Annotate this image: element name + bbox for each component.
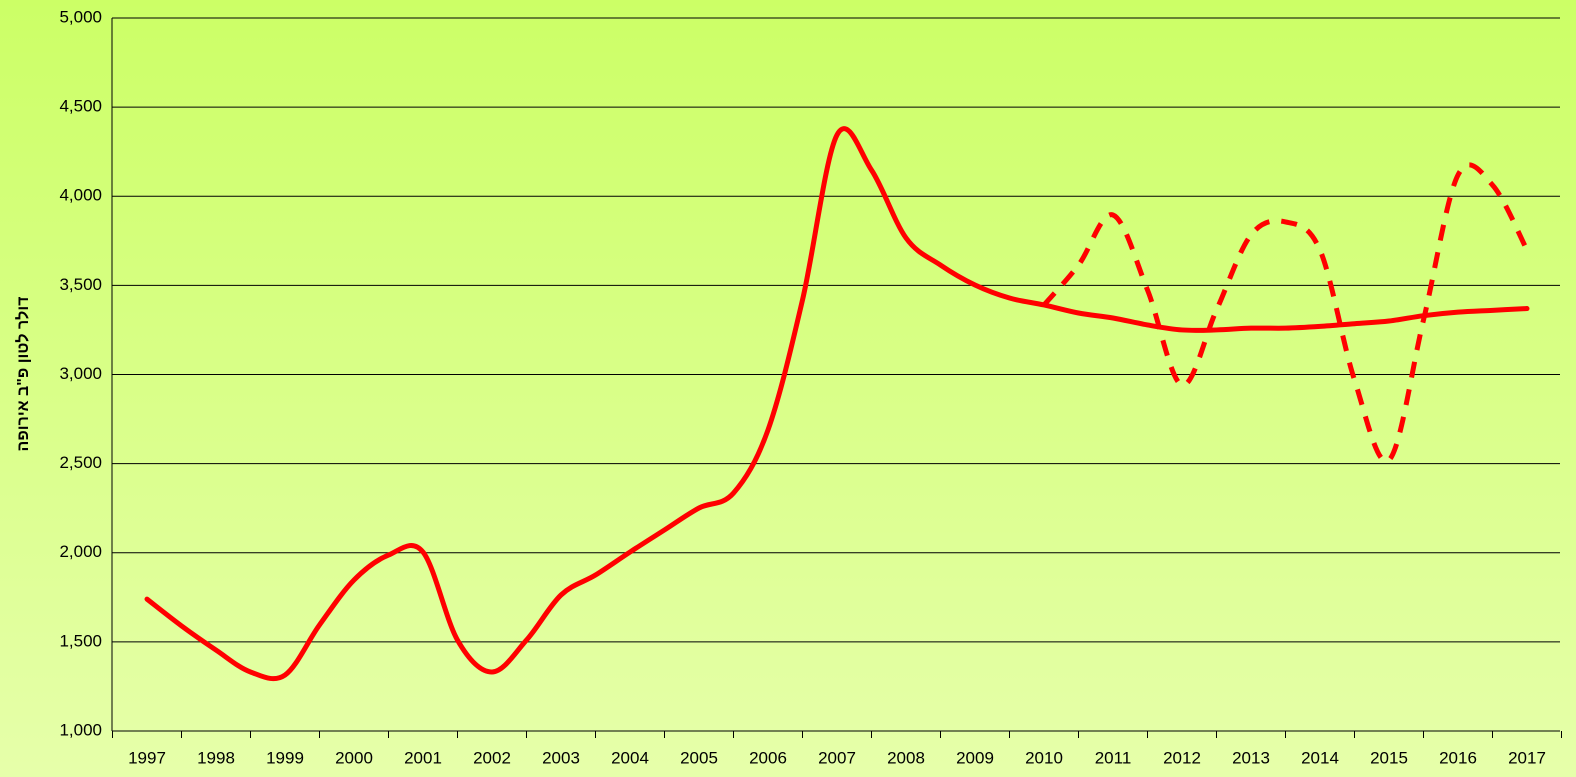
x-tick-label: 2014 <box>1301 748 1339 767</box>
x-tick-label: 1997 <box>128 748 166 767</box>
x-tick-label: 2001 <box>404 748 442 767</box>
x-tick-label: 2002 <box>473 748 511 767</box>
x-tick-label: 2011 <box>1095 748 1132 767</box>
x-tick-label: 2017 <box>1508 748 1546 767</box>
x-tick-label: 2009 <box>956 748 994 767</box>
x-tick-label: 1998 <box>197 748 235 767</box>
y-tick-label: 1,000 <box>59 720 102 739</box>
x-tick-label: 2003 <box>542 748 580 767</box>
x-tick-label: 2000 <box>335 748 373 767</box>
y-tick-label: 2,500 <box>59 453 102 472</box>
x-tick-label: 2012 <box>1163 748 1201 767</box>
y-tick-label: 5,000 <box>59 7 102 26</box>
x-tick-label: 2004 <box>611 748 649 767</box>
y-tick-label: 3,500 <box>59 275 102 294</box>
y-tick-label: 3,000 <box>59 364 102 383</box>
x-tick-label: 1999 <box>266 748 304 767</box>
x-tick-label: 2007 <box>818 748 856 767</box>
y-axis-label: דולר לטון פ"ב אירופה <box>14 297 32 452</box>
x-tick-label: 2013 <box>1232 748 1270 767</box>
x-tick-label: 2015 <box>1370 748 1408 767</box>
y-tick-label: 4,000 <box>59 186 102 205</box>
x-tick-label: 2008 <box>887 748 925 767</box>
y-tick-label: 1,500 <box>59 631 102 650</box>
x-tick-label: 2016 <box>1439 748 1477 767</box>
y-tick-label: 2,000 <box>59 542 102 561</box>
y-tick-label: 4,500 <box>59 97 102 116</box>
series-line <box>144 126 1530 682</box>
x-tick-label: 2005 <box>680 748 718 767</box>
x-tick-label: 2006 <box>749 748 787 767</box>
x-tick-label: 2010 <box>1025 748 1063 767</box>
